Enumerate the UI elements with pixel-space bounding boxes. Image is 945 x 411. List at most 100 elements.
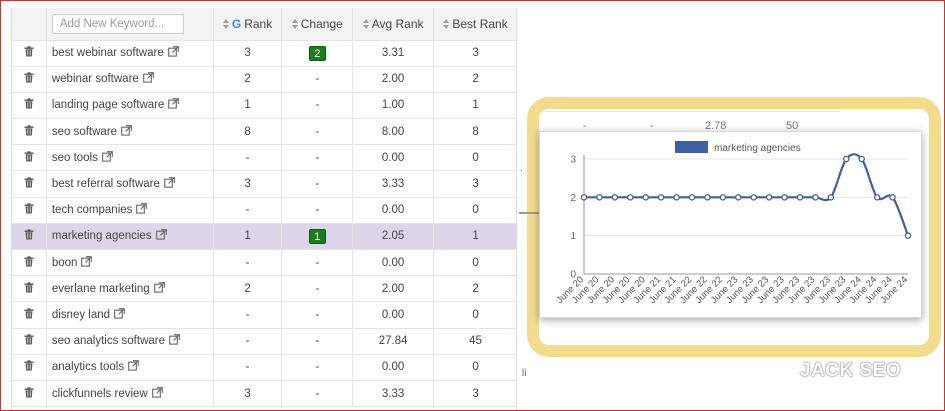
- external-link-icon[interactable]: [153, 281, 165, 296]
- avg-rank-value: 2.05: [381, 230, 405, 243]
- external-link-icon[interactable]: [167, 46, 179, 60]
- avg-rank-header-label: Avg Rank: [371, 16, 424, 31]
- best-rank-value: 1: [472, 99, 479, 112]
- trash-icon[interactable]: [24, 334, 34, 348]
- best-rank-column-header[interactable]: Best Rank: [433, 8, 516, 41]
- keyword-label[interactable]: seo analytics software: [51, 335, 165, 348]
- best-rank-value: 0: [472, 256, 479, 269]
- keyword-label[interactable]: analytics tools: [51, 361, 125, 374]
- external-link-icon[interactable]: [142, 72, 154, 86]
- trash-icon[interactable]: [24, 46, 34, 60]
- trash-icon[interactable]: [24, 98, 34, 112]
- keyword-table-panel: G Rank Change Avg Rank: [11, 8, 517, 411]
- best-rank-value: 3: [472, 387, 479, 400]
- y-tick-label: 3: [570, 155, 576, 166]
- table-row: landing page software 1 - 1.00 1: [12, 92, 516, 120]
- rank-history-chart-card: 0 1 2 3 marketing agencies June 20 June 20 June…: [539, 131, 922, 318]
- keyword-label[interactable]: boon: [51, 256, 78, 269]
- external-link-icon[interactable]: [128, 360, 139, 374]
- external-link-icon[interactable]: [168, 98, 180, 112]
- keyword-label[interactable]: webinar software: [51, 73, 139, 86]
- keyword-label[interactable]: best webinar software: [51, 47, 164, 60]
- background-fragment: ·: [520, 165, 524, 176]
- external-link-icon[interactable]: [114, 308, 125, 322]
- data-point: [673, 194, 680, 201]
- trash-icon[interactable]: [24, 151, 34, 165]
- change-value: -: [315, 387, 320, 400]
- external-link-icon[interactable]: [151, 386, 163, 401]
- keyword-label[interactable]: marketing agencies: [51, 230, 152, 243]
- external-link-icon[interactable]: [102, 150, 113, 165]
- keyword-label[interactable]: seo software: [51, 125, 118, 138]
- g-rank-value: 3: [244, 387, 251, 400]
- change-value: -: [315, 99, 320, 112]
- cell: 50: [786, 120, 799, 132]
- keyword-label[interactable]: clickfunnels review: [51, 387, 148, 400]
- trash-icon[interactable]: [24, 124, 34, 139]
- g-rank-value: -: [245, 361, 250, 374]
- add-keyword-input[interactable]: [51, 13, 184, 34]
- cell: 2.78: [705, 120, 727, 132]
- change-value: -: [315, 204, 320, 217]
- data-point: [796, 194, 804, 201]
- trash-icon[interactable]: [24, 282, 34, 296]
- g-rank-value: -: [245, 151, 250, 164]
- y-tick-label: 1: [570, 231, 576, 242]
- trash-icon[interactable]: [24, 229, 34, 243]
- g-rank-column-header[interactable]: G Rank: [213, 8, 283, 41]
- data-point: [688, 194, 696, 201]
- data-point: [889, 194, 896, 201]
- external-link-icon[interactable]: [155, 229, 167, 243]
- trash-icon[interactable]: [24, 360, 34, 374]
- data-point: [812, 194, 819, 201]
- avg-rank-value: 3.33: [381, 178, 405, 191]
- external-link-icon[interactable]: [136, 203, 148, 217]
- table-row: marketing agencies 1 1 2.05 1: [12, 223, 516, 251]
- table-row: seo software 8 - 8.00 8: [12, 118, 516, 146]
- avg-rank-value: 1.00: [381, 99, 405, 112]
- cell: -: [650, 120, 654, 132]
- y-tick-label: 2: [570, 193, 576, 204]
- data-point: [611, 194, 619, 201]
- data-point: [704, 194, 711, 201]
- trash-icon[interactable]: [24, 255, 34, 270]
- data-point: [765, 194, 773, 201]
- data-point: [580, 194, 588, 201]
- keyword-label[interactable]: tech companies: [51, 204, 133, 217]
- trash-icon[interactable]: [24, 177, 34, 191]
- g-rank-value: -: [245, 335, 250, 348]
- external-link-icon[interactable]: [164, 177, 175, 191]
- table-row: best referral software 3 - 3.33 3: [12, 170, 516, 198]
- change-value: -: [315, 361, 320, 374]
- trash-icon[interactable]: [24, 386, 34, 401]
- table-row: everlane marketing 2 - 2.00 2: [12, 275, 516, 303]
- table-row: analytics tools - - 0.00 0: [12, 354, 516, 381]
- best-rank-value: 45: [469, 335, 482, 348]
- change-header-label: Change: [300, 16, 343, 31]
- best-rank-value: 0: [472, 308, 479, 321]
- trash-icon[interactable]: [24, 308, 34, 322]
- g-rank-value: 8: [244, 125, 251, 138]
- avg-rank-value: 0.00: [381, 151, 405, 164]
- external-link-icon[interactable]: [121, 124, 132, 139]
- external-link-icon[interactable]: [169, 334, 180, 348]
- keyword-label[interactable]: everlane marketing: [51, 282, 150, 295]
- trash-icon[interactable]: [24, 72, 34, 86]
- best-rank-value: 2: [472, 73, 479, 86]
- data-point: [642, 194, 649, 201]
- external-link-icon[interactable]: [81, 255, 93, 270]
- avg-rank-value: 3.33: [381, 387, 405, 400]
- change-column-header[interactable]: Change: [281, 8, 354, 41]
- avg-rank-column-header[interactable]: Avg Rank: [352, 8, 435, 41]
- connector-line: [519, 212, 539, 214]
- keyword-label[interactable]: seo tools: [51, 151, 98, 164]
- avg-rank-value: 8.00: [381, 125, 405, 138]
- keyword-label[interactable]: best referral software: [51, 178, 160, 191]
- data-point: [781, 194, 788, 201]
- trash-icon[interactable]: [24, 203, 34, 217]
- table-row: boon - - 0.00 0: [12, 249, 516, 277]
- g-rank-value: -: [245, 308, 250, 321]
- keyword-label[interactable]: landing page software: [51, 99, 165, 112]
- best-rank-value: 2: [472, 282, 479, 295]
- keyword-label[interactable]: disney land: [51, 309, 111, 321]
